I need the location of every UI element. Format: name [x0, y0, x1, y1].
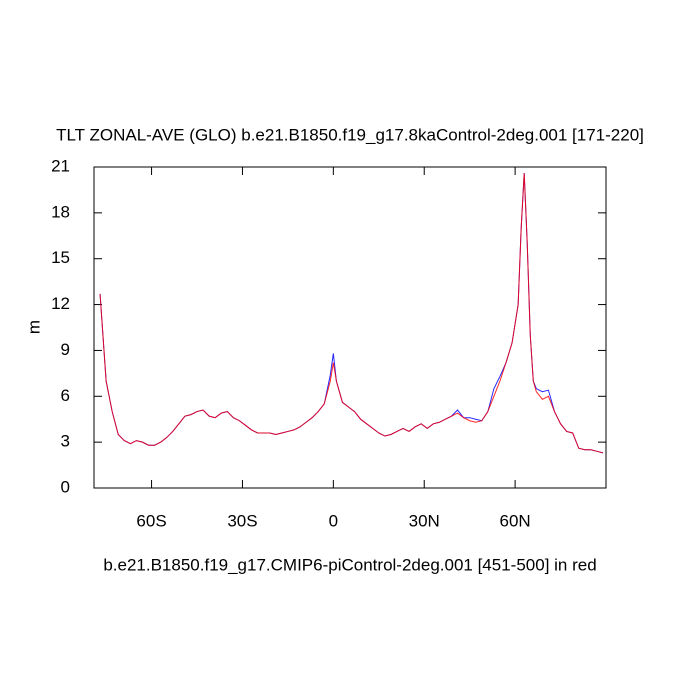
- y-axis-label: m: [24, 320, 43, 334]
- chart-title: TLT ZONAL-AVE (GLO) b.e21.B1850.f19_g17.…: [56, 125, 644, 144]
- y-tick-label: 12: [51, 294, 70, 313]
- x-tick-label: 60N: [500, 511, 531, 530]
- data-line: [99, 173, 604, 454]
- x-tick-label: 30S: [227, 511, 257, 530]
- y-tick-label: 6: [61, 386, 70, 405]
- y-tick-label: 3: [61, 432, 70, 451]
- y-tick-label: 9: [61, 340, 70, 359]
- data-line: [99, 173, 604, 454]
- y-tick-label: 15: [51, 248, 70, 267]
- plot-frame: [93, 166, 607, 489]
- x-tick-label: 0: [329, 511, 338, 530]
- y-tick-label: 18: [51, 202, 70, 221]
- x-tick-label: 60S: [136, 511, 166, 530]
- x-axis-label: b.e21.B1850.f19_g17.CMIP6-piControl-2deg…: [103, 555, 596, 574]
- y-tick-label: 0: [61, 477, 70, 496]
- x-tick-label: 30N: [409, 511, 440, 530]
- y-tick-label: 21: [51, 156, 70, 175]
